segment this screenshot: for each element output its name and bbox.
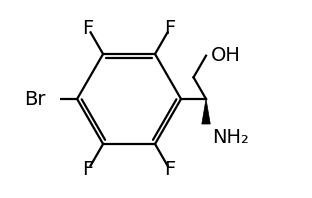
Polygon shape bbox=[202, 99, 210, 124]
Text: F: F bbox=[83, 160, 94, 179]
Text: Br: Br bbox=[24, 89, 46, 109]
Text: F: F bbox=[164, 160, 176, 179]
Text: OH: OH bbox=[211, 46, 241, 65]
Text: F: F bbox=[83, 19, 94, 38]
Text: F: F bbox=[164, 19, 176, 38]
Text: NH₂: NH₂ bbox=[212, 128, 249, 147]
